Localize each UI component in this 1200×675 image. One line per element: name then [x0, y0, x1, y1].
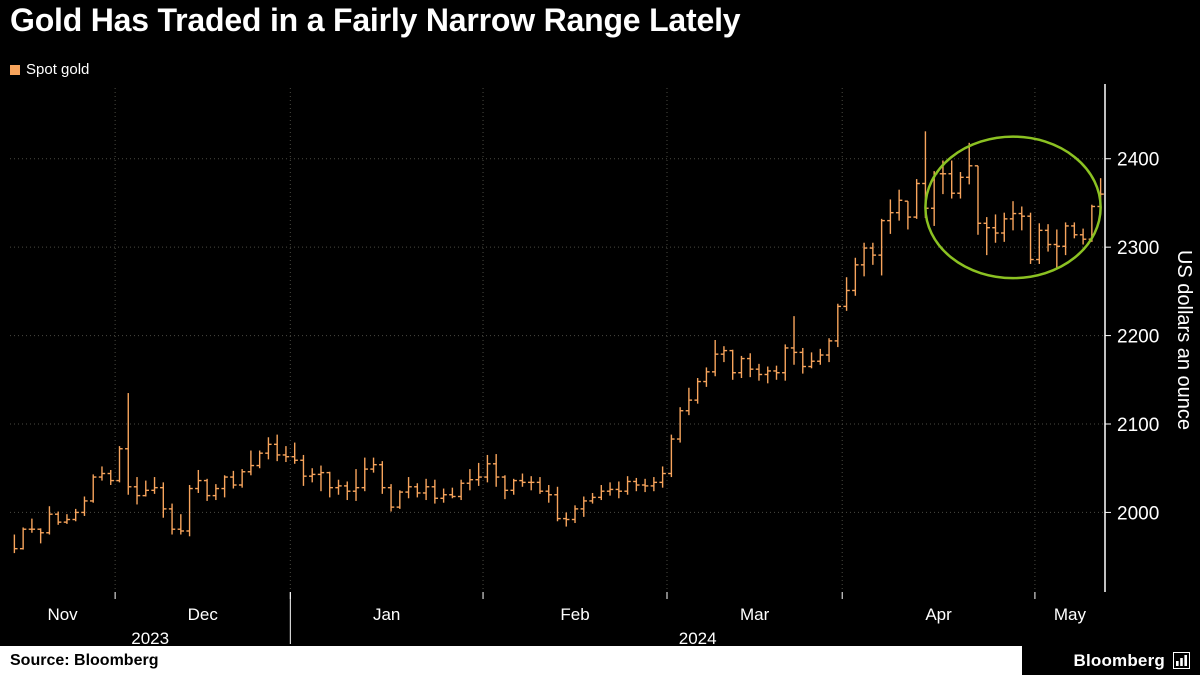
svg-text:2023: 2023 — [131, 629, 169, 646]
svg-text:Jan: Jan — [373, 605, 400, 624]
footer: Source: Bloomberg Bloomberg — [0, 646, 1200, 675]
bloomberg-chart-icon — [1173, 652, 1190, 669]
chart-title: Gold Has Traded in a Fairly Narrow Range… — [10, 2, 741, 38]
gold-price-chart: 2000 2100 2200 2300 2400 Nov Dec Jan Feb Mar Apr Ma… — [10, 84, 1195, 646]
svg-text:Feb: Feb — [560, 605, 589, 624]
svg-text:2000: 2000 — [1117, 503, 1159, 524]
svg-text:Nov: Nov — [47, 605, 78, 624]
bloomberg-wordmark: Bloomberg — [1073, 650, 1165, 670]
svg-text:2100: 2100 — [1117, 415, 1159, 436]
svg-text:2200: 2200 — [1117, 327, 1159, 348]
svg-text:US dollars an ounce: US dollars an ounce — [1173, 250, 1195, 430]
source-label: Source: Bloomberg — [10, 652, 159, 669]
legend: Spot gold — [10, 61, 89, 78]
svg-text:Dec: Dec — [188, 605, 219, 624]
bloomberg-brand: Bloomberg — [1022, 646, 1200, 675]
svg-text:2400: 2400 — [1117, 150, 1159, 171]
svg-text:2024: 2024 — [679, 629, 717, 646]
legend-label: Spot gold — [26, 61, 90, 78]
svg-text:2300: 2300 — [1117, 238, 1159, 259]
svg-text:May: May — [1054, 605, 1087, 624]
svg-text:Apr: Apr — [925, 605, 952, 624]
svg-text:Mar: Mar — [740, 605, 770, 624]
legend-swatch-icon — [10, 64, 20, 75]
